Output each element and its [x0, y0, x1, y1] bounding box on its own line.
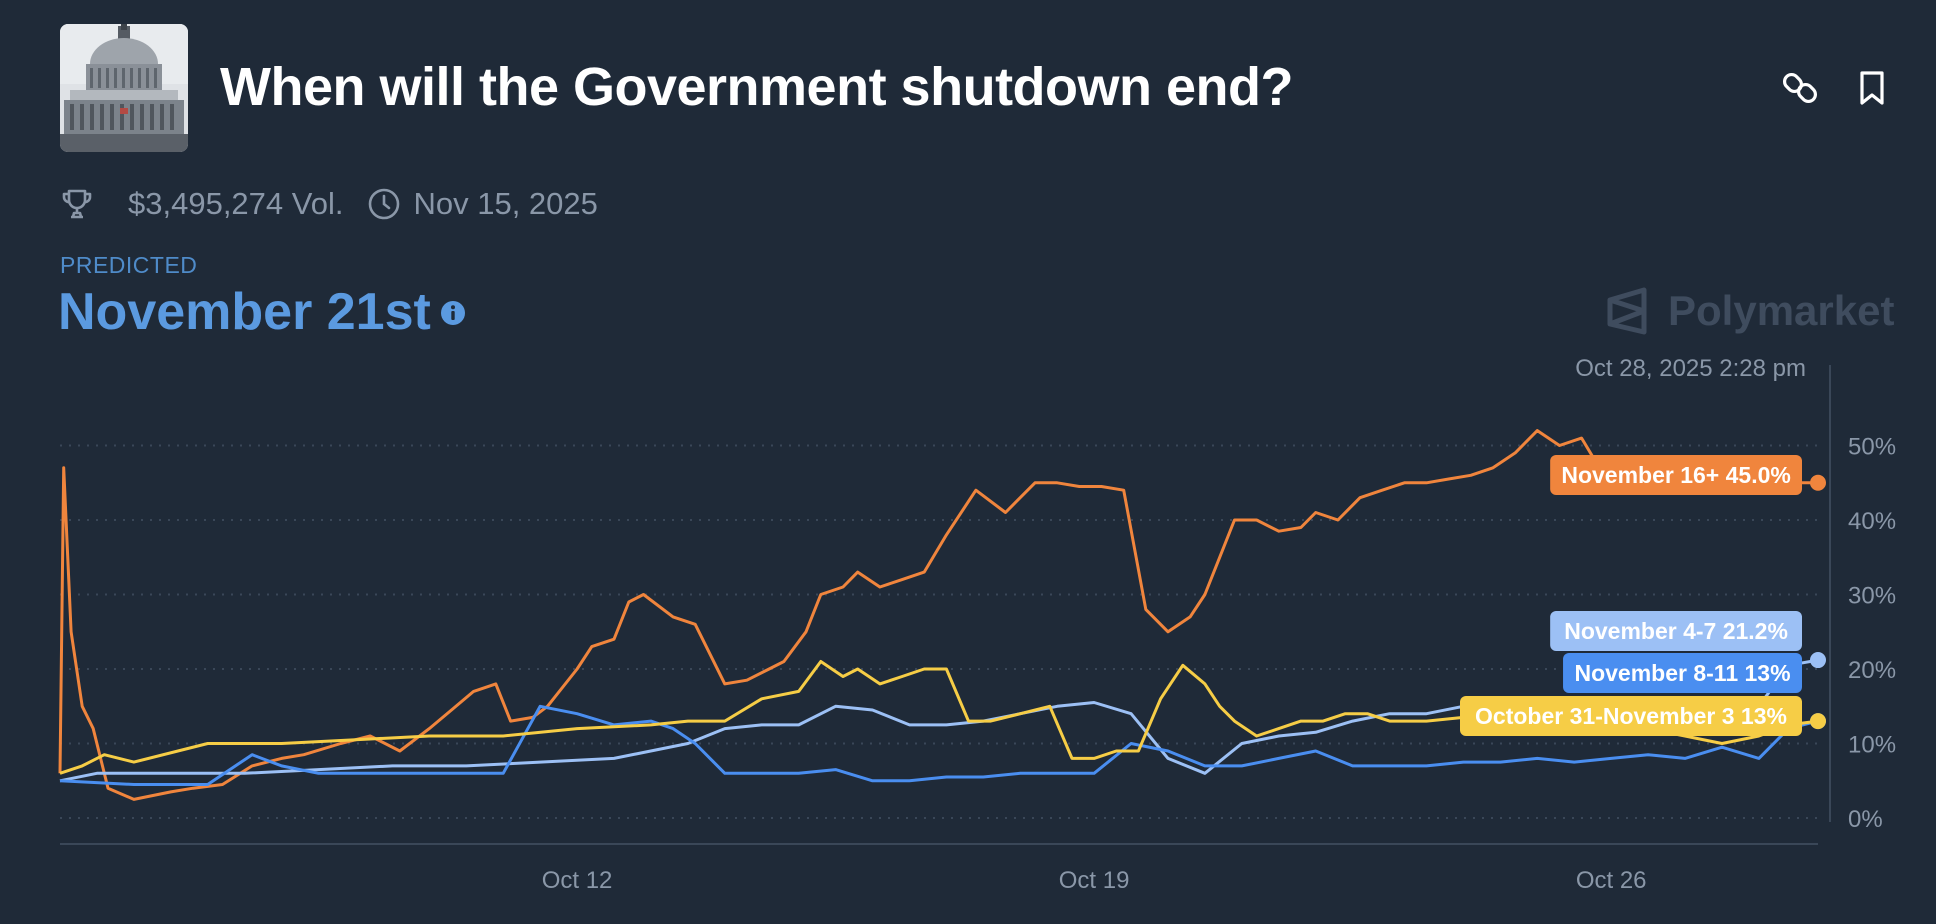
y-tick-label: 20%: [1848, 657, 1896, 684]
series-label-3: October 31-November 3 13%: [1460, 696, 1802, 736]
series-label-0: November 16+ 45.0%: [1550, 455, 1802, 495]
market-meta: $3,495,274 Vol. Nov 15, 2025: [60, 182, 598, 226]
series-label-text: November 4-7 21.2%: [1564, 618, 1788, 644]
end-date-text: Nov 15, 2025: [413, 186, 598, 221]
y-tick-label: 30%: [1848, 583, 1896, 610]
info-icon[interactable]: [440, 300, 466, 326]
market-title: When will the Government shutdown end?: [220, 57, 1294, 117]
series-label-text: November 16+ 45.0%: [1561, 462, 1791, 488]
trophy-icon: [60, 187, 94, 221]
predicted-label: PREDICTED: [60, 252, 198, 278]
clock-icon: [367, 187, 401, 221]
series-endpoint-3: [1810, 713, 1826, 730]
x-tick-label: Oct 26: [1576, 867, 1647, 894]
series-label-1: November 4-7 21.2%: [1550, 611, 1802, 651]
y-tick-label: 40%: [1848, 508, 1896, 535]
link-icon[interactable]: [1780, 68, 1820, 108]
polymarket-watermark: Polymarket: [1604, 286, 1894, 336]
volume-text: $3,495,274 Vol.: [128, 186, 344, 221]
series-label-text: October 31-November 3 13%: [1475, 703, 1787, 729]
series-endpoint-0: [1810, 474, 1826, 491]
series-label-text: November 8-11 13%: [1574, 660, 1790, 686]
chart-timestamp: Oct 28, 2025 2:28 pm: [1575, 355, 1806, 382]
series-endpoint-1: [1810, 652, 1826, 669]
x-tick-label: Oct 19: [1059, 867, 1130, 894]
predicted-value: November 21st: [58, 283, 431, 341]
polymarket-logo-icon: [1607, 287, 1647, 335]
market-image: [60, 24, 188, 152]
y-tick-label: 0%: [1848, 806, 1883, 833]
series-label-2: November 8-11 13%: [1563, 653, 1802, 693]
series-line-2: [59, 704, 1819, 786]
y-tick-label: 10%: [1848, 732, 1896, 759]
y-tick-label: 50%: [1848, 434, 1896, 461]
bookmark-icon[interactable]: [1852, 68, 1892, 108]
x-tick-label: Oct 12: [542, 867, 613, 894]
brand-name: Polymarket: [1668, 287, 1895, 334]
